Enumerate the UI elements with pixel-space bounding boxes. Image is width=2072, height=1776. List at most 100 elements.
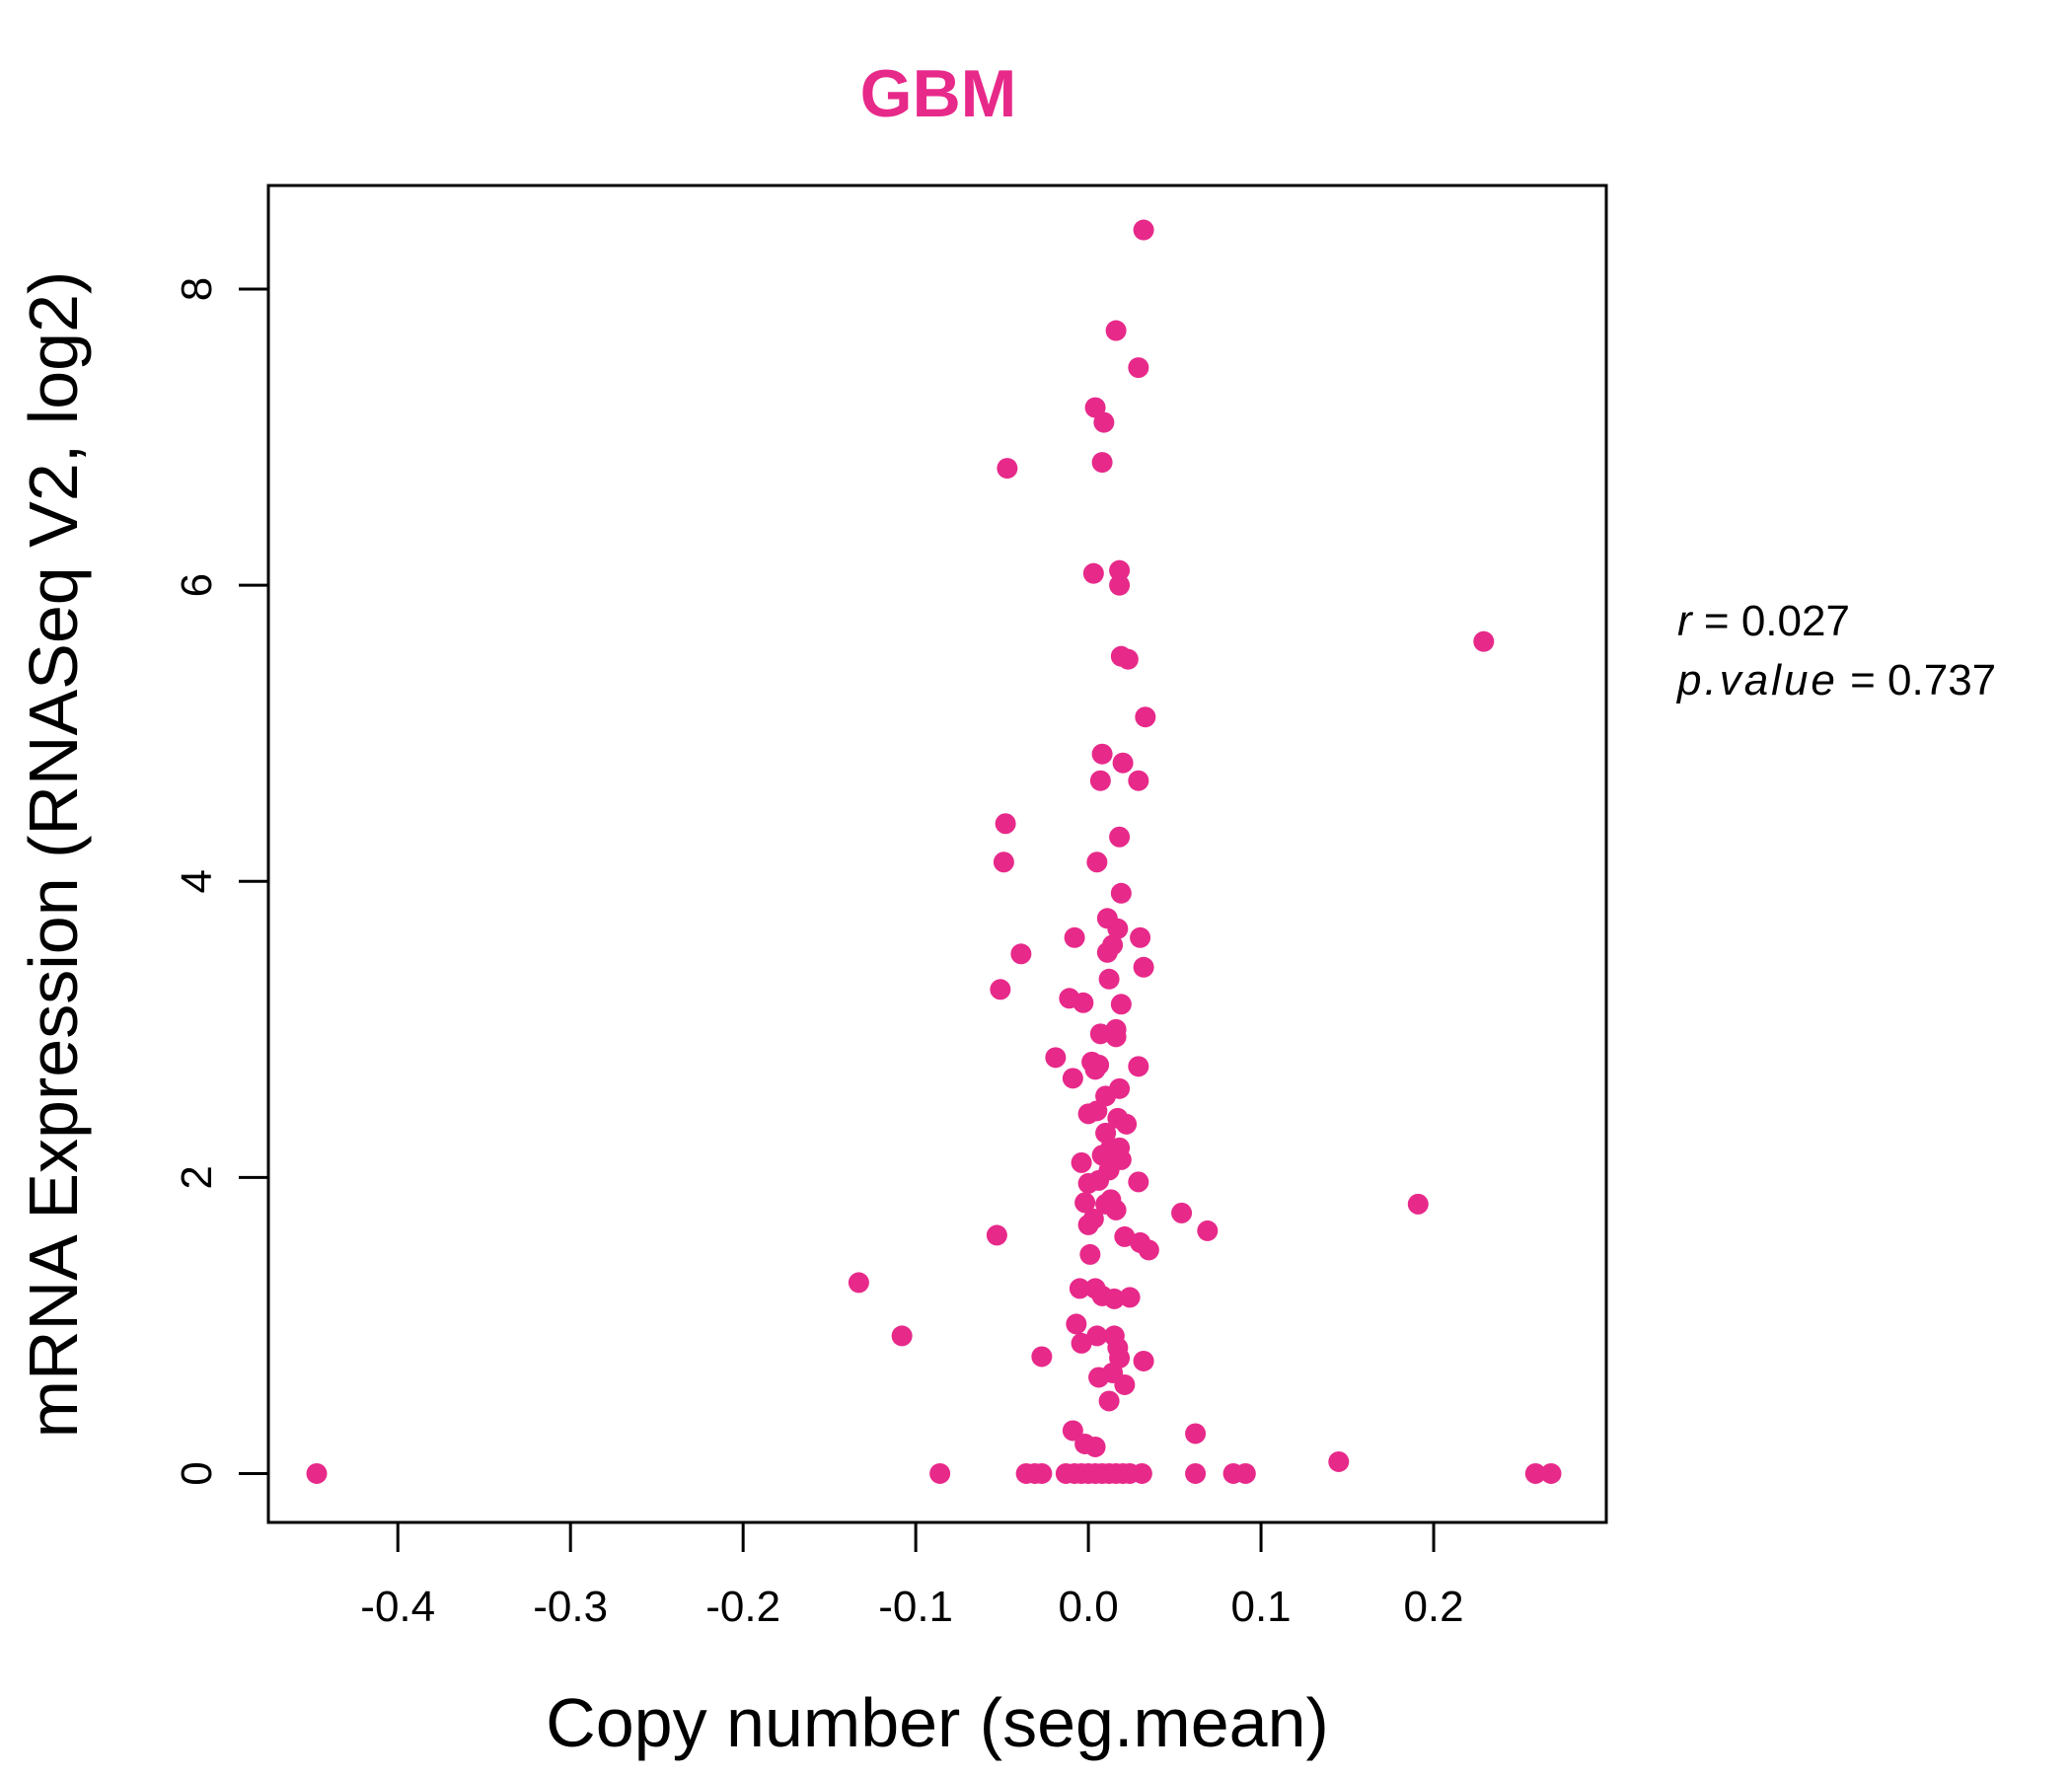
data-point [1064,926,1085,948]
data-point [1185,1462,1207,1484]
data-point [1107,918,1129,939]
data-point [1128,1171,1149,1193]
x-tick-label: 0.1 [1230,1583,1291,1631]
data-point [993,851,1014,873]
data-point [1185,1423,1207,1444]
data-point [1074,1192,1096,1214]
data-point [1082,562,1104,584]
data-point [306,1462,328,1484]
data-point [1062,1420,1083,1442]
data-point [1114,1225,1136,1247]
x-tick-label: -0.2 [705,1583,780,1631]
data-point [1069,1278,1090,1299]
data-point [1098,968,1120,990]
data-point [1031,1462,1053,1484]
data-point [1105,1199,1127,1221]
data-point [1540,1462,1562,1484]
data-point [1089,1023,1111,1045]
x-axis: -0.4 -0.3 -0.2 -0.1 0.0 0.1 0.2 [360,1520,1464,1631]
data-point [1119,1287,1141,1308]
data-point [990,979,1011,1000]
data-point [1110,882,1132,904]
data-point [1109,559,1131,581]
data-point [1086,1325,1108,1347]
correlation-p-value: p.value = 0.737 [1677,656,1997,704]
data-point [848,1272,869,1294]
data-point [1096,941,1118,963]
data-point [1091,743,1113,765]
data-point [1133,219,1154,241]
data-point [1328,1450,1350,1472]
data-point [1524,1462,1546,1484]
x-tick-label: -0.4 [360,1583,435,1631]
data-point [1130,926,1151,948]
data-point [1109,826,1131,848]
y-axis: 0 2 4 6 8 [173,277,270,1486]
data-point [1117,648,1139,670]
p-value-symbol: p.value [1677,656,1838,704]
data-point [1062,1068,1083,1089]
data-point [1086,851,1108,873]
data-point [929,1462,951,1484]
data-point [1109,574,1131,596]
x-axis-label: Copy number (seg.mean) [546,1684,1329,1761]
y-tick-label: 4 [173,869,221,893]
data-point [995,813,1016,835]
y-tick-label: 0 [173,1461,221,1485]
y-tick-label: 2 [173,1165,221,1189]
data-point [1133,956,1154,978]
data-points [306,219,1562,1484]
data-point [1091,452,1113,474]
data-point [1079,1243,1101,1265]
data-point [997,458,1018,480]
chart-title: GBM [860,56,1017,131]
y-tick-label: 6 [173,573,221,597]
data-point [1103,1288,1125,1309]
data-point [1128,1056,1149,1077]
data-point [1138,1239,1159,1261]
data-point [1089,770,1111,791]
data-point [1234,1462,1256,1484]
data-point [1128,770,1149,791]
r-symbol: r [1677,597,1692,645]
r-value: 0.027 [1740,597,1850,645]
p-value: 0.737 [1887,656,1997,704]
data-point [1197,1220,1219,1241]
x-tick-label: -0.1 [878,1583,953,1631]
x-tick-label: 0.2 [1403,1583,1463,1631]
data-point [1077,1214,1099,1235]
data-point [1045,1047,1067,1069]
data-point [1010,943,1032,965]
data-point [1116,1113,1138,1135]
data-point [1073,992,1094,1013]
data-point [1093,411,1115,433]
x-tick-label: 0.0 [1059,1583,1119,1631]
data-point [1407,1193,1429,1215]
y-tick-label: 8 [173,277,221,301]
data-point [1171,1202,1193,1223]
data-point [1031,1346,1053,1368]
plot-frame [266,184,1608,1524]
data-point [1071,1151,1092,1173]
correlation-r: r = 0.027 [1677,597,1850,645]
y-axis-label: mRNA Expression (RNASeq V2, log2) [15,271,92,1439]
data-point [1473,630,1495,652]
data-point [1135,706,1156,728]
data-point [1066,1313,1087,1335]
data-point [1077,1172,1099,1194]
data-point [1133,1350,1154,1371]
data-point [1098,1390,1120,1412]
data-point [1071,1332,1092,1354]
data-point [1084,1059,1106,1080]
data-point [1105,320,1127,341]
data-point [1128,357,1149,379]
data-point [1084,1436,1106,1457]
data-point [1131,1462,1152,1484]
x-tick-label: -0.3 [533,1583,608,1631]
data-point [1077,1103,1099,1125]
data-point [986,1224,1007,1246]
data-point [1105,1026,1127,1048]
data-point [1110,994,1132,1015]
data-point [1112,752,1134,774]
